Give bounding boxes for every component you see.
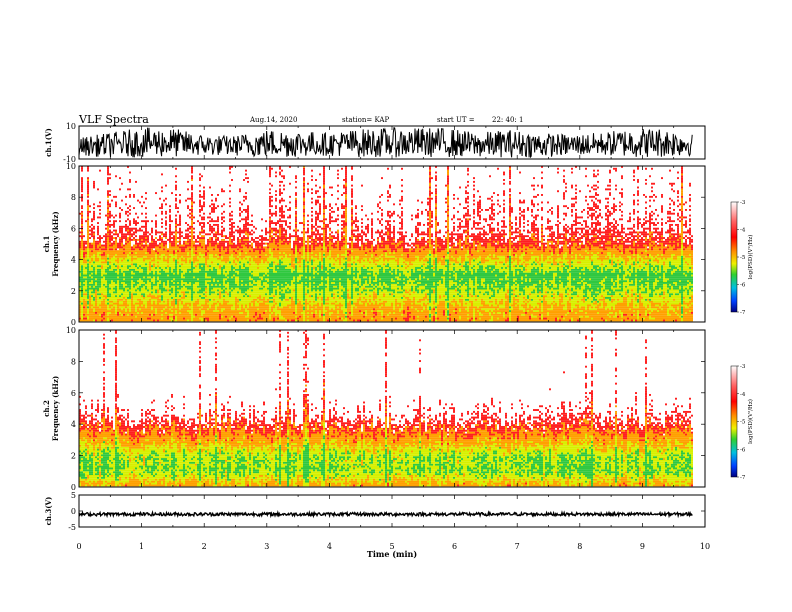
- spectrogram-ch2: [79, 329, 693, 487]
- colorbar-label: log(PSD)(V²/Hz): [747, 399, 754, 444]
- spectrogram-ch1: [79, 165, 693, 322]
- ch1-waveform-ytick-label: 10: [66, 122, 76, 131]
- ch1-spectrogram-ytick-label: 0: [71, 318, 76, 327]
- ch3-waveform-ylabel: ch.3(V): [44, 497, 53, 526]
- colorbar-tick-label: -3: [740, 200, 746, 206]
- xtick-label: 8: [577, 542, 582, 551]
- colorbar-1: [730, 201, 738, 313]
- colorbar-tick-label: -4: [740, 392, 746, 398]
- colorbar-tick-label: -5: [740, 255, 746, 261]
- figure-title: VLF Spectra: [79, 113, 149, 126]
- ch1-spectrogram-ytick-label: 10: [66, 162, 76, 171]
- station-label: station= KAP: [342, 116, 389, 124]
- ch3-waveform-ytick-label: 0: [71, 507, 76, 516]
- ch2-spectrogram-ylabel: Frequency (kHz): [51, 376, 60, 441]
- colorbar-tick-label: -6: [740, 447, 746, 453]
- xtick-label: 1: [139, 542, 144, 551]
- colorbar-tick-label: -3: [740, 364, 746, 370]
- ch1-spectrogram-ytick-label: 8: [71, 193, 76, 202]
- x-axis-label: Time (min): [367, 549, 417, 559]
- date-label: Aug.14, 2020: [250, 116, 297, 124]
- start-time-label: 22: 40: 1: [492, 116, 523, 124]
- colorbar-tick-label: -6: [740, 283, 746, 289]
- ch2-spectrogram-ytick-label: 10: [66, 326, 76, 335]
- xtick-label: 0: [76, 542, 81, 551]
- ch1-spectrogram-ytick-label: 2: [71, 287, 76, 296]
- colorbar-2: [730, 365, 738, 478]
- ch2-spectrogram-ytick-label: 4: [71, 420, 76, 429]
- ch3-waveform-ytick-label: 5: [71, 491, 76, 500]
- colorbar-tick-label: -4: [740, 228, 746, 234]
- xtick-label: 4: [327, 542, 332, 551]
- xtick-label: 3: [264, 542, 269, 551]
- ch2-spectrogram-channel-label: ch.2: [42, 400, 51, 417]
- ch1-waveform-ytick-label: -10: [63, 155, 76, 164]
- ch2-spectrogram-ytick-label: 2: [71, 452, 76, 461]
- xtick-label: 10: [700, 542, 710, 551]
- xtick-label: 7: [515, 542, 520, 551]
- xtick-label: 2: [202, 542, 207, 551]
- xtick-label: 5: [389, 542, 394, 551]
- colorbar-tick-label: -7: [740, 310, 746, 316]
- colorbar-label: log(PSD)(V²/Hz): [747, 235, 754, 280]
- ch2-spectrogram-ytick-label: 0: [71, 483, 76, 492]
- ch2-spectrogram-ytick-label: 6: [71, 389, 76, 398]
- xtick-label: 6: [452, 542, 457, 551]
- ch3-waveform-trace: [78, 509, 693, 519]
- xtick-label: 9: [640, 542, 645, 551]
- ch1-spectrogram-ylabel: Frequency (kHz): [51, 211, 60, 276]
- ch1-waveform-trace: [78, 126, 693, 159]
- ch3-waveform-frame: [78, 494, 706, 528]
- colorbar-tick-label: -5: [740, 420, 746, 426]
- ch2-spectrogram-ytick-label: 8: [71, 357, 76, 366]
- ch3-waveform-ytick-label: -5: [68, 523, 76, 532]
- ch1-spectrogram-ytick-label: 4: [71, 256, 76, 265]
- ch1-spectrogram-ytick-label: 6: [71, 224, 76, 233]
- start-label: start UT =: [437, 116, 475, 124]
- colorbar-tick-label: -7: [740, 475, 746, 481]
- ch1-waveform-ylabel: ch.1(V): [44, 128, 53, 157]
- ch1-spectrogram-channel-label: ch.1: [42, 236, 51, 253]
